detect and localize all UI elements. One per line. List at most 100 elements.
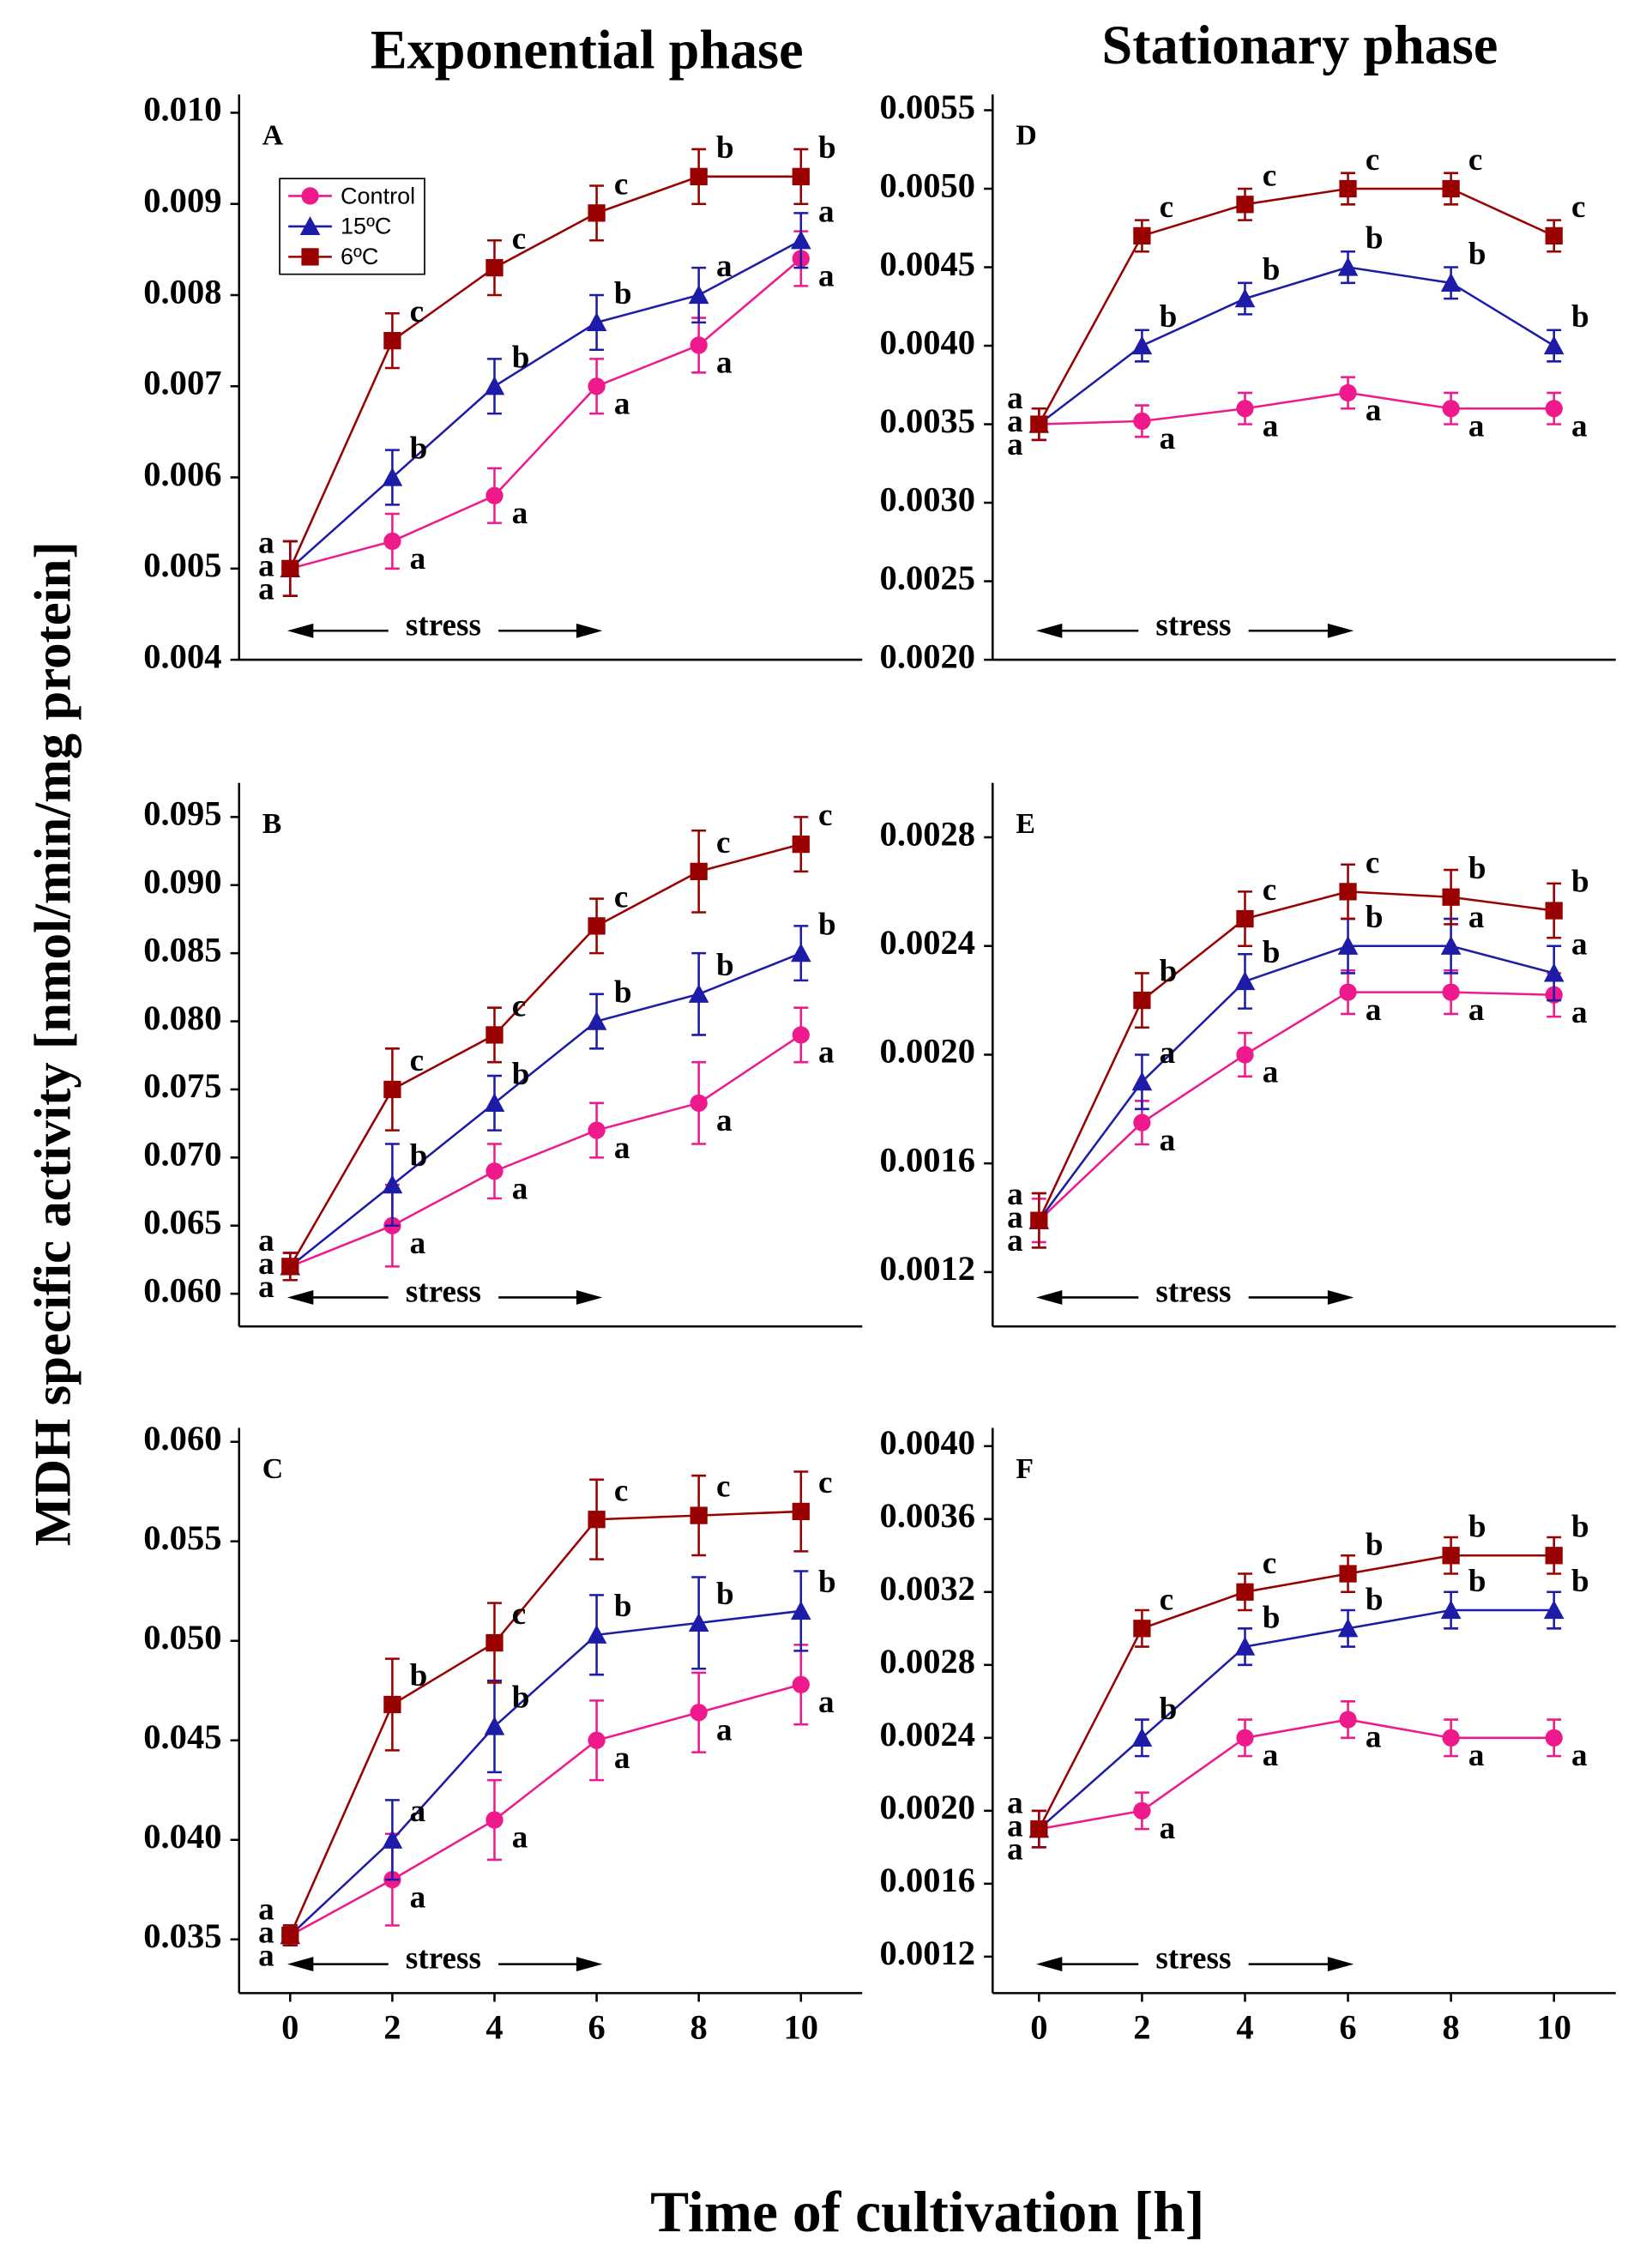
significance-letter: a [1007,427,1023,462]
significance-letter: a [1571,408,1588,444]
significance-letter: a [1007,1200,1023,1235]
significance-letter: b [1366,1582,1384,1617]
marker [790,943,811,963]
significance-letter: a [1571,995,1588,1030]
y-tick-label: 0.085 [143,930,221,969]
panel-label: A [262,120,284,152]
significance-letter: a [410,1880,426,1915]
stress-label-bg [1138,1943,1249,1979]
marker [690,1506,708,1524]
marker [1545,902,1563,920]
significance-letter: c [716,825,731,860]
marker [382,1174,403,1194]
significance-letter: c [1160,1582,1174,1617]
marker [690,336,708,354]
y-tick-label: 0.0040 [880,1423,975,1462]
y-tick-label: 0.0040 [880,323,975,361]
x-tick-label: 0 [1030,2008,1047,2047]
marker [1440,1600,1462,1620]
significance-letter: b [1366,1528,1384,1563]
significance-letter: a [258,571,274,606]
significance-letter: a [512,1820,528,1856]
y-tick-label: 0.055 [143,1518,221,1557]
legend-marker [301,248,319,266]
y-tick-label: 0.004 [143,637,221,675]
stress-label-bg [1138,1276,1249,1313]
significance-letter: c [818,1465,833,1500]
significance-letter: c [1366,142,1380,178]
y-tick-label: 0.009 [143,181,221,220]
x-tick-label: 8 [1443,2008,1460,2047]
marker [790,1601,811,1620]
significance-letter: c [410,294,425,329]
marker [792,1502,810,1521]
x-tick-label: 8 [690,2008,708,2047]
significance-letter: a [614,1741,630,1776]
series-line [289,257,802,570]
y-tick-label: 0.035 [143,1916,221,1955]
marker [1030,1819,1048,1838]
significance-letter: b [1468,237,1486,272]
significance-letter: b [1468,1509,1486,1544]
significance-letter: c [1571,190,1586,225]
arrow-head [286,1957,314,1972]
marker [485,258,503,277]
arrow-head [1327,1957,1354,1972]
arrow-head [286,1289,314,1305]
marker [1440,272,1462,292]
significance-letter: a [1571,927,1588,963]
significance-letter: b [716,1577,734,1612]
significance-letter: a [1160,1035,1176,1071]
significance-letter: b [410,431,428,467]
significance-letter: c [512,221,527,256]
significance-letter: a [258,1270,274,1305]
y-tick-label: 0.095 [143,794,221,833]
marker [1131,1728,1153,1747]
arrow-head [576,623,603,638]
significance-letter: c [1366,846,1380,881]
significance-letter: a [258,525,274,560]
significance-letter: a [818,1685,835,1720]
marker [1543,335,1565,355]
significance-letter: b [818,907,836,942]
significance-letter: a [1160,421,1176,456]
significance-letter: b [1366,900,1384,935]
marker [688,1613,709,1632]
y-tick-label: 0.0020 [880,1032,975,1071]
marker [588,1511,606,1529]
y-tick-label: 0.065 [143,1203,221,1241]
marker [790,230,811,250]
marker [1339,1711,1357,1729]
significance-letter: a [1160,1123,1176,1158]
significance-letter: b [1160,1692,1178,1727]
series-line [289,951,802,1268]
significance-letter: c [1160,190,1174,225]
stress-label: stress [406,1275,481,1310]
marker [588,1121,606,1139]
marker [1234,971,1256,991]
y-tick-label: 0.0036 [880,1496,975,1535]
stress-label: stress [1155,1275,1231,1310]
significance-letter: b [716,948,734,983]
arrow-head [1035,1957,1063,1972]
marker [1236,909,1254,928]
marker [281,1926,299,1945]
marker [1440,935,1462,955]
significance-letter: a [258,1892,274,1928]
significance-letter: a [258,548,274,583]
marker [1339,1565,1357,1583]
significance-letter: a [1007,1223,1023,1258]
significance-letter: a [818,1035,835,1071]
y-tick-label: 0.0045 [880,244,975,283]
significance-letter: a [1571,1738,1588,1773]
y-tick-label: 0.0020 [880,637,975,675]
marker [690,1704,708,1722]
marker [485,1811,503,1829]
marker [485,1162,503,1180]
marker [485,486,503,504]
marker [484,376,505,395]
significance-letter: a [716,1712,733,1747]
significance-letter: a [258,1223,274,1258]
significance-letter: b [1160,954,1178,989]
